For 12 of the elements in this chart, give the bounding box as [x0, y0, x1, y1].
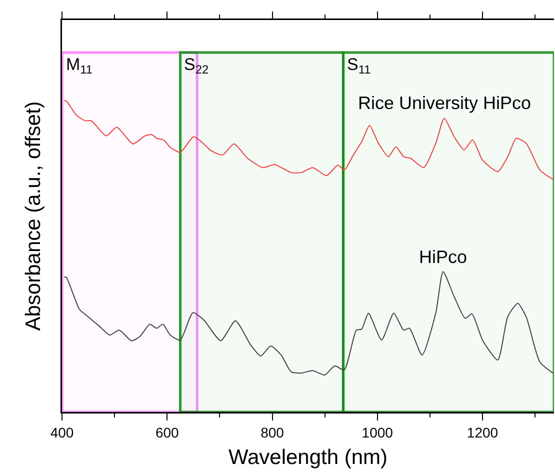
- band-label: S$_{11}$: [347, 55, 372, 77]
- x-axis-title: Wavelength (nm): [228, 446, 388, 470]
- x-tick-label: 600: [155, 424, 180, 440]
- x-tick-label: 1000: [362, 424, 394, 440]
- series-label: Rice University HiPco: [358, 93, 532, 113]
- x-tick-label: 1200: [466, 424, 498, 440]
- series-label: HiPco: [419, 247, 468, 267]
- band-label: S$_{22}$: [184, 55, 209, 77]
- band-label: M$_{11}$: [66, 55, 93, 77]
- x-tick-label: 800: [260, 424, 284, 440]
- x-tick-label: 400: [50, 424, 74, 440]
- y-axis-title: Absorbance (a.u., offset): [22, 101, 45, 331]
